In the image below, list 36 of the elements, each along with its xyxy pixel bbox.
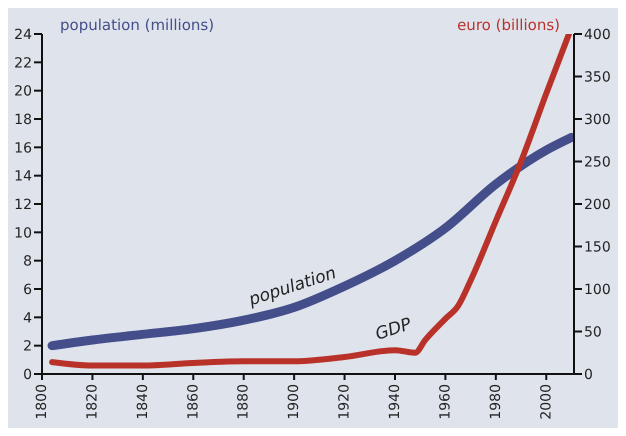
x-tick-label: 1880 [236,384,252,420]
y2-tick-label: 300 [584,112,611,128]
y2-tick-label: 100 [584,282,611,298]
x-tick-label: 1800 [34,384,50,420]
x-tick-label: 1940 [386,384,403,420]
y-tick-label: 18 [14,112,32,128]
x-tick-label: 1900 [286,384,302,420]
y-tick-label: 0 [23,366,32,383]
y2-tick-label: 250 [584,154,611,170]
y2-tick-label: 50 [584,324,602,340]
text: GDP [372,314,415,345]
y-tick-label: 10 [14,225,32,242]
x-tick-label: 1920 [336,384,353,420]
y-tick-label: 12 [14,196,32,213]
x-tick-label: 1980 [488,384,504,420]
y2-tick-label: 150 [584,239,611,256]
y2-axis-title: euro (billions) [457,16,560,34]
y-tick-label: 22 [14,55,32,72]
y-tick-label: 14 [14,168,32,185]
y-tick-label: 24 [14,26,32,43]
y2-tick-label: 400 [584,26,611,43]
x-tick-label: 1820 [84,384,100,420]
x-tick-label: 1860 [185,384,202,420]
y-tick-label: 6 [23,282,32,298]
y-axis-title: population (millions) [60,16,214,34]
y-tick-label: 20 [14,84,32,100]
y-tick-label: 8 [23,254,32,270]
x-tick-label: 1840 [134,384,151,420]
y2-tick-label: 0 [584,366,593,383]
y2-tick-label: 350 [584,69,611,86]
y-tick-label: 4 [23,310,32,326]
x-tick-label: 2000 [538,384,554,420]
x-tick-label: 1960 [437,384,454,420]
y2-tick-label: 200 [584,196,611,213]
y-tick-label: 16 [14,140,32,156]
y-tick-label: 2 [23,338,32,355]
